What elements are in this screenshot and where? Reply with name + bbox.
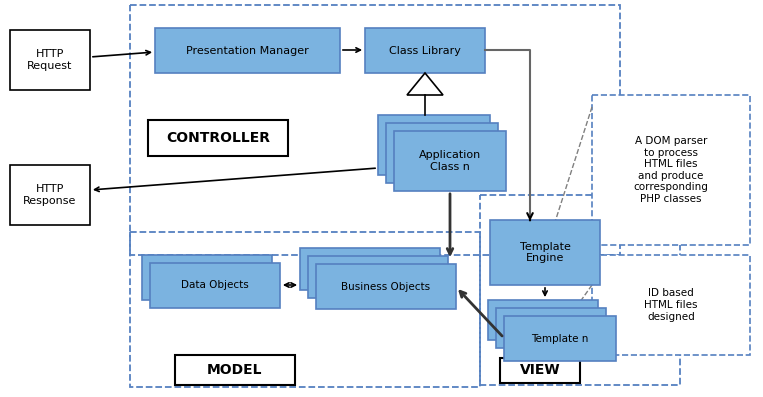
Bar xyxy=(592,255,750,355)
Text: Business Objects: Business Objects xyxy=(341,281,430,291)
Bar xyxy=(130,232,480,387)
Bar xyxy=(394,131,506,191)
Bar xyxy=(480,195,680,385)
Text: A DOM parser
to process
HTML files
and produce
corresponding
PHP classes: A DOM parser to process HTML files and p… xyxy=(633,136,708,204)
Bar xyxy=(386,123,498,183)
Bar xyxy=(155,28,340,73)
Text: A...
C...: A... C... xyxy=(434,142,450,164)
Text: Presentation Manager: Presentation Manager xyxy=(186,46,309,56)
Bar xyxy=(504,316,616,361)
Bar xyxy=(308,256,448,298)
Bar xyxy=(496,308,606,348)
Bar xyxy=(150,263,280,308)
Text: Business Objects: Business Objects xyxy=(333,272,423,282)
Text: Template n: Template n xyxy=(531,333,589,343)
Text: Application
Class n: Application Class n xyxy=(419,150,481,172)
Text: MODEL: MODEL xyxy=(208,363,262,377)
Text: Data Objects: Data Objects xyxy=(181,281,249,291)
Text: HTTP
Response: HTTP Response xyxy=(24,184,77,206)
Text: ID based
HTML files
designed: ID based HTML files designed xyxy=(644,288,697,322)
Bar xyxy=(148,120,288,156)
Bar xyxy=(378,115,490,175)
Text: Template 2: Template 2 xyxy=(523,323,580,333)
Bar xyxy=(10,30,90,90)
Text: Business Objects: Business Objects xyxy=(326,264,414,274)
Bar xyxy=(500,358,580,383)
Bar xyxy=(130,5,620,255)
Bar xyxy=(592,95,750,245)
Text: Template 1: Template 1 xyxy=(514,315,571,325)
Bar xyxy=(490,220,600,285)
Text: Class Library: Class Library xyxy=(389,46,461,56)
Bar xyxy=(488,300,598,340)
Text: VIEW: VIEW xyxy=(520,363,560,377)
Bar xyxy=(316,264,456,309)
Bar xyxy=(142,255,272,300)
Text: CONTROLLER: CONTROLLER xyxy=(166,131,270,145)
Bar xyxy=(300,248,440,290)
Bar xyxy=(10,165,90,225)
Text: Data Objects: Data Objects xyxy=(173,272,241,283)
Text: Template
Engine: Template Engine xyxy=(520,242,571,263)
Bar xyxy=(175,355,295,385)
Text: Ap...
A...: Ap... A... xyxy=(423,134,445,156)
Text: HTTP
Request: HTTP Request xyxy=(27,49,72,71)
Bar xyxy=(365,28,485,73)
